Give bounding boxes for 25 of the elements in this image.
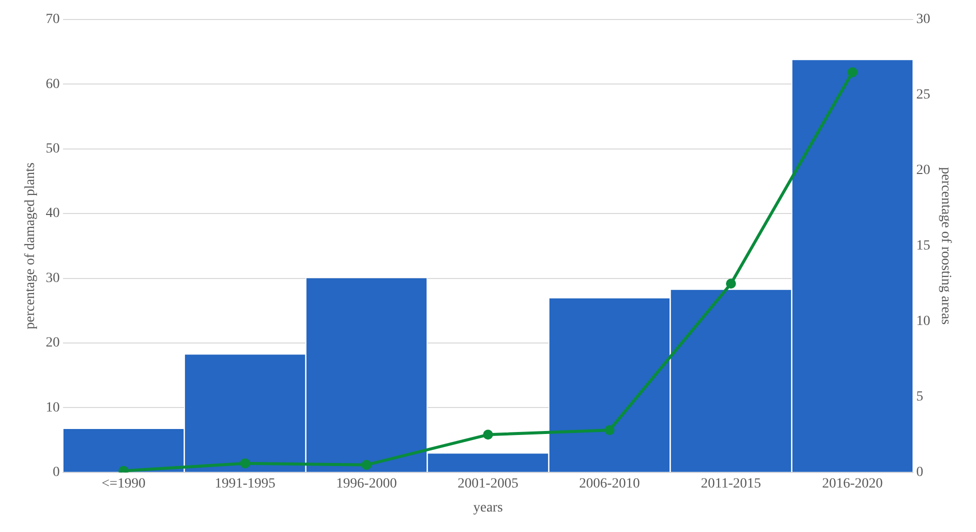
- y-tick-label: 10: [46, 400, 60, 416]
- y-tick-label: 50: [46, 142, 60, 156]
- y2-tick-label: 15: [916, 238, 930, 254]
- x-tick-label: 2001-2005: [458, 476, 518, 492]
- y2-tick-label: 5: [916, 390, 924, 405]
- y-tick-label: 30: [46, 270, 60, 286]
- x-tick-label: <=1990: [102, 476, 146, 492]
- y2-tick-label: 0: [916, 465, 924, 480]
- y2-axis-title: percentage of roosting areas: [938, 167, 953, 325]
- y-tick-label: 0: [52, 465, 60, 480]
- y2-tick-label: 10: [916, 314, 930, 330]
- y2-tick-label: 30: [916, 12, 930, 28]
- x-axis-title: years: [473, 500, 503, 516]
- x-tick-label: 2006-2010: [579, 476, 640, 492]
- y-tick-label: 70: [46, 12, 60, 28]
- x-tick-label: 1996-2000: [336, 476, 397, 492]
- y-tick-label: 60: [46, 76, 60, 92]
- y-tick-label: 20: [46, 336, 60, 351]
- x-tick-label: 1991-1995: [214, 476, 276, 492]
- x-tick-label: 2016-2020: [822, 476, 883, 492]
- y2-tick-label: 25: [916, 88, 930, 103]
- y-axis-title: percentage of damaged plants: [23, 162, 38, 330]
- y-tick-label: 40: [46, 206, 60, 222]
- y2-tick-label: 20: [916, 163, 930, 178]
- x-tick-label: 2011-2015: [700, 476, 762, 492]
